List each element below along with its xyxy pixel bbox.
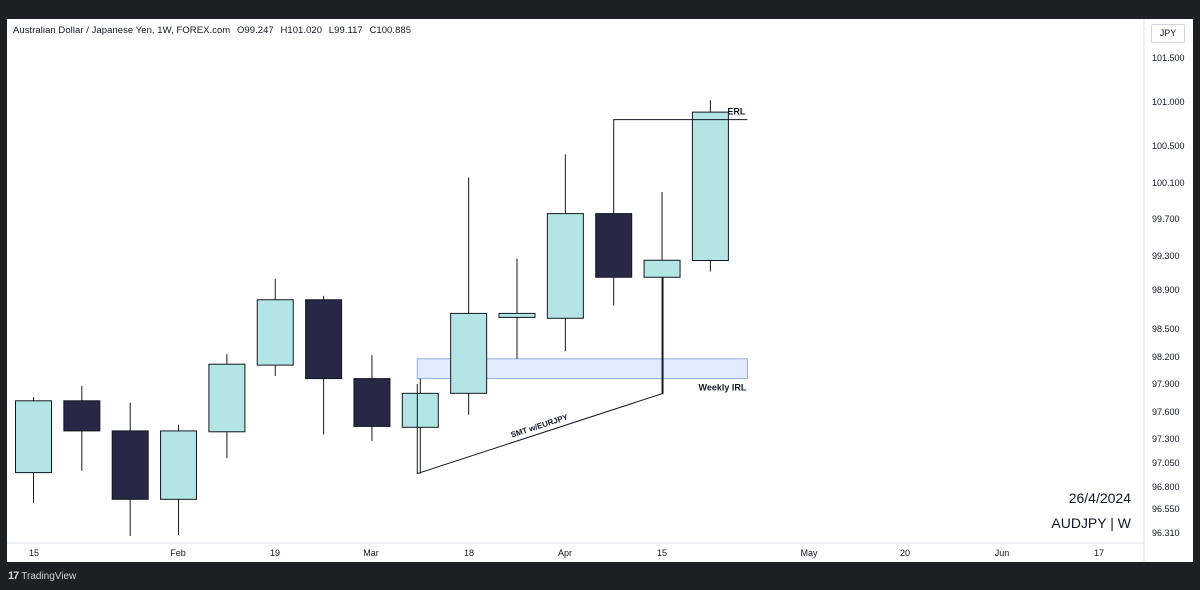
ohlc-close: C100.885 <box>369 25 412 36</box>
chart-frame[interactable]: ERL Weekly IRL SMT w/EURJPY 101.500 101.000… <box>7 19 1193 562</box>
erl-label: ERL <box>727 107 746 117</box>
price-tick-label: 96.310 <box>1152 528 1180 538</box>
price-tick-label: 100.500 <box>1152 141 1185 151</box>
price-tick-label: 97.050 <box>1152 458 1180 468</box>
brand-name: TradingView <box>21 570 77 582</box>
price-tick-label: 97.300 <box>1152 434 1180 444</box>
time-tick-label: Feb <box>170 548 186 558</box>
price-tick-label: 99.700 <box>1152 214 1180 224</box>
tradingview-logo-icon: 17 <box>8 570 19 582</box>
weekly-irl-label: Weekly IRL <box>699 383 747 393</box>
candle-body <box>401 392 439 428</box>
ohlc-low: L99.117 <box>328 25 363 36</box>
price-tick-label: 97.600 <box>1152 407 1180 417</box>
currency-button[interactable]: JPY <box>1151 24 1185 43</box>
price-tick-label: 98.200 <box>1152 352 1180 362</box>
time-tick-label: Jun <box>995 548 1010 558</box>
price-tick-label: 98.900 <box>1152 285 1180 295</box>
candle-body <box>691 111 729 262</box>
price-tick-label: 101.000 <box>1152 97 1185 107</box>
time-tick-label: Apr <box>558 548 572 558</box>
candle-body <box>450 312 488 394</box>
candle-body <box>643 259 681 278</box>
candle-body <box>15 400 52 474</box>
price-tick-label: 101.500 <box>1152 53 1185 63</box>
weekly-irl-zone <box>416 358 748 380</box>
smt-label: SMT w/EURJPY <box>510 412 570 439</box>
price-tick-label: 97.900 <box>1152 379 1180 389</box>
time-tick-label: 18 <box>464 548 474 558</box>
candle-body <box>63 400 101 432</box>
candle-body <box>160 430 198 500</box>
symbol-title: Australian Dollar / Japanese Yen, 1W, FO… <box>13 25 231 36</box>
candle-body <box>256 299 294 366</box>
candle-body <box>208 363 246 433</box>
ohlc-high: H101.020 <box>280 25 323 36</box>
ohlc-open: O99.247 <box>236 25 274 36</box>
candle-body <box>305 299 343 380</box>
time-tick-label: 15 <box>29 548 39 558</box>
time-tick-label: Mar <box>363 548 379 558</box>
price-tick-label: 98.500 <box>1152 324 1180 334</box>
time-tick-label: 15 <box>657 548 667 558</box>
erl-line <box>613 119 748 214</box>
candle-body <box>353 378 391 427</box>
watermark-ticker: AUDJPY | W <box>1051 515 1131 531</box>
candle-body <box>595 213 633 278</box>
price-tick-label: 99.300 <box>1152 251 1180 261</box>
price-tick-label: 96.800 <box>1152 482 1180 492</box>
time-tick-label: May <box>800 548 818 558</box>
watermark-date: 26/4/2024 <box>1068 490 1131 506</box>
price-tick-label: 96.550 <box>1152 504 1180 514</box>
candle-body <box>498 312 536 318</box>
time-tick-label: 20 <box>900 548 910 558</box>
candle-body <box>546 213 584 319</box>
time-tick-label: 17 <box>1094 548 1104 558</box>
price-tick-label: 100.100 <box>1152 178 1185 188</box>
tradingview-brand[interactable]: 17 TradingView <box>8 570 76 582</box>
smt-line <box>416 277 664 475</box>
symbol-legend: Australian Dollar / Japanese Yen, 1W, FO… <box>13 25 415 36</box>
candle-body <box>111 430 149 500</box>
time-tick-label: 19 <box>270 548 280 558</box>
plot-area[interactable]: ERL Weekly IRL SMT w/EURJPY 101.500 101.000… <box>7 19 1193 562</box>
